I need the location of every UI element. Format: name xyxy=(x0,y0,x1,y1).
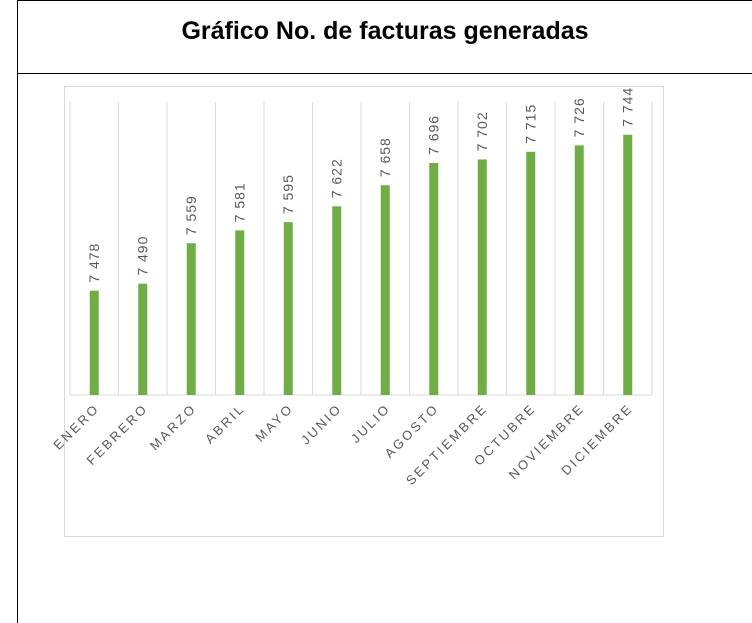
bar xyxy=(380,185,390,395)
x-tick-label: JUNIO xyxy=(298,401,345,448)
data-label: 7 622 xyxy=(329,158,345,198)
bar xyxy=(623,134,633,396)
bar xyxy=(138,283,148,395)
x-tick-label: MAYO xyxy=(252,401,296,445)
data-label: 7 581 xyxy=(232,182,248,222)
x-tick-label: JULIO xyxy=(348,401,393,446)
chart-area xyxy=(64,86,664,537)
data-label: 7 559 xyxy=(183,195,199,235)
data-label: 7 658 xyxy=(377,137,393,177)
data-label: 7 702 xyxy=(474,111,490,151)
data-label: 7 478 xyxy=(86,243,102,283)
x-tick-label: ABRIL xyxy=(202,401,248,447)
bar xyxy=(283,222,293,395)
bar xyxy=(526,151,536,395)
data-label: 7 726 xyxy=(571,97,587,137)
bar xyxy=(89,290,99,395)
bar xyxy=(235,230,245,395)
bar xyxy=(574,145,584,395)
bar xyxy=(429,162,439,395)
data-label: 7 715 xyxy=(523,104,539,144)
data-label: 7 490 xyxy=(135,236,151,276)
bar xyxy=(332,206,342,395)
chart-title: Gráfico No. de facturas generadas xyxy=(181,17,588,45)
x-tick-label: SEPTIEMBRE xyxy=(403,401,491,489)
x-tick-label: ENERO xyxy=(50,401,102,453)
bar xyxy=(186,243,196,395)
x-tick-label: MARZO xyxy=(147,401,200,454)
data-label: 7 696 xyxy=(426,115,442,155)
bar xyxy=(477,159,487,395)
data-label: 7 744 xyxy=(620,87,636,127)
data-label: 7 595 xyxy=(280,174,296,214)
